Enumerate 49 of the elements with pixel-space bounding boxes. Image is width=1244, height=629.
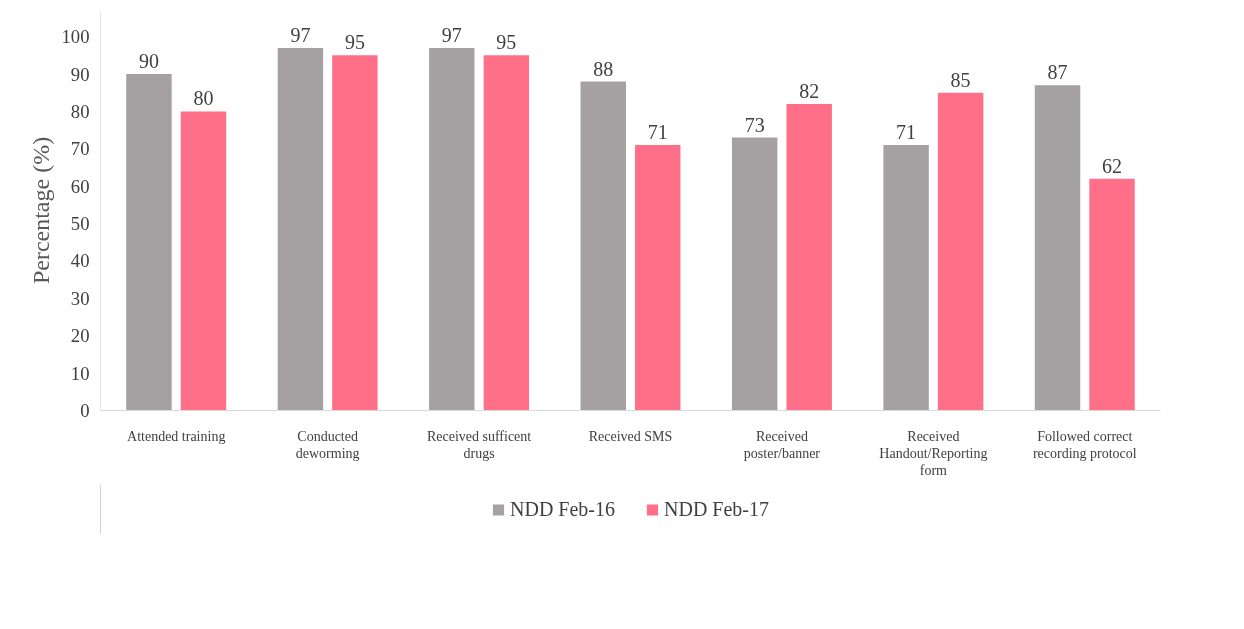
data-label: 80 [193, 87, 214, 110]
bar [429, 47, 475, 411]
y-tick-label: 20 [70, 325, 90, 347]
data-label: 73 [744, 113, 765, 136]
x-tick-label: Conducted deworming [295, 428, 360, 461]
y-tick-label: 70 [70, 138, 90, 160]
bar [635, 145, 681, 411]
bar [180, 111, 227, 411]
y-tick-label: 0 [80, 400, 90, 421]
x-tick-label: Received poster/banner [743, 428, 821, 461]
data-label: 88 [593, 57, 614, 80]
data-label: 95 [496, 31, 517, 54]
data-label: 85 [950, 68, 971, 91]
x-tick-label: Received sufficent drugs [426, 428, 532, 461]
bar [277, 47, 324, 411]
y-axis-title: Percentage (%) [27, 136, 54, 285]
bar [883, 145, 929, 411]
legend-label: NDD Feb-17 [664, 497, 769, 521]
data-label: 71 [647, 121, 668, 144]
data-label: 82 [799, 79, 820, 102]
bar [937, 92, 984, 411]
x-tick-label: Received Handout/Reporting form [879, 428, 988, 478]
bar [731, 137, 778, 411]
data-label: 97 [441, 23, 462, 46]
y-tick-label: 90 [70, 63, 90, 85]
legend-label: NDD Feb-16 [510, 497, 615, 521]
x-tick-label: Attended training [127, 428, 226, 444]
bar [126, 74, 172, 411]
y-tick-label: 100 [61, 26, 90, 48]
data-label: 62 [1102, 154, 1123, 177]
y-tick-label: 10 [70, 362, 90, 384]
y-tick-label: 50 [70, 213, 90, 235]
data-label: 95 [344, 31, 365, 54]
bar [786, 103, 832, 411]
bar [332, 55, 378, 411]
data-label: 87 [1047, 61, 1068, 84]
x-tick-label: Followed correct recording protocol [1032, 428, 1137, 461]
bar [580, 81, 626, 411]
x-tick-label: Received SMS [588, 428, 673, 444]
bar [1089, 178, 1135, 411]
data-label: 71 [896, 121, 917, 144]
y-tick-label: 30 [70, 287, 90, 309]
bar [1034, 85, 1081, 411]
y-tick-label: 40 [70, 250, 90, 272]
bar [483, 55, 530, 411]
y-tick-label: 80 [70, 100, 90, 122]
y-tick-label: 60 [70, 175, 90, 197]
data-label: 90 [138, 50, 159, 73]
data-label: 97 [290, 23, 311, 46]
